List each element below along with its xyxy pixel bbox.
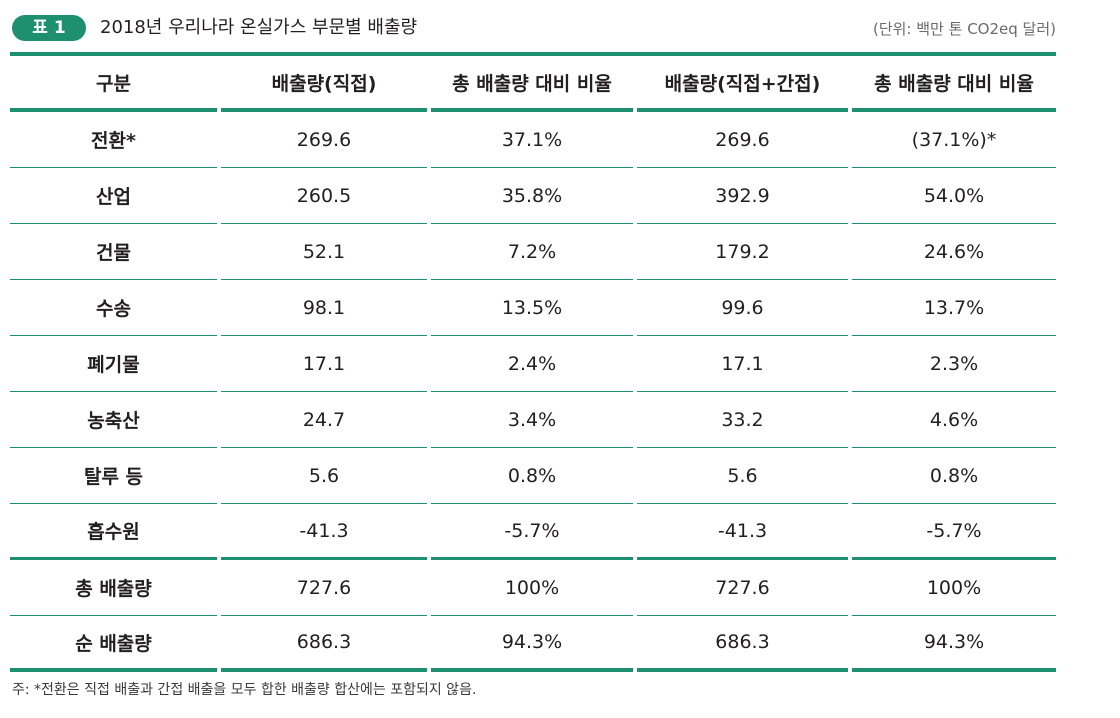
- row-label: 총 배출량: [10, 560, 217, 616]
- table-row: 탈루 등 5.6 0.8% 5.6 0.8%: [10, 448, 1056, 504]
- table-cell: (37.1%)*: [852, 112, 1056, 168]
- row-label: 폐기물: [10, 336, 217, 392]
- table-cell: 0.8%: [852, 448, 1056, 504]
- row-label: 순 배출량: [10, 616, 217, 672]
- emissions-table: 구분 배출량(직접) 총 배출량 대비 비율 배출량(직접+간접) 총 배출량 …: [10, 52, 1056, 672]
- column-header-direct-ratio: 총 배출량 대비 비율: [431, 56, 633, 112]
- table-cell: 17.1: [637, 336, 848, 392]
- table-row: 산업 260.5 35.8% 392.9 54.0%: [10, 168, 1056, 224]
- column-header-direct-emissions: 배출량(직접): [221, 56, 427, 112]
- row-label: 흡수원: [10, 504, 217, 560]
- table-cell: 24.6%: [852, 224, 1056, 280]
- table-caption: 표 1 2018년 우리나라 온실가스 부문별 배출량 (단위: 백만 톤 CO…: [12, 14, 1056, 44]
- table-title: 2018년 우리나라 온실가스 부문별 배출량: [100, 17, 418, 38]
- column-header-total-ratio: 총 배출량 대비 비율: [852, 56, 1056, 112]
- table-cell: 686.3: [637, 616, 848, 672]
- table-cell: 98.1: [221, 280, 427, 336]
- table-cell: 17.1: [221, 336, 427, 392]
- table-row-total: 총 배출량 727.6 100% 727.6 100%: [10, 560, 1056, 616]
- column-header-total-emissions: 배출량(직접+간접): [637, 56, 848, 112]
- row-label: 수송: [10, 280, 217, 336]
- table-cell: 13.7%: [852, 280, 1056, 336]
- table-cell: 179.2: [637, 224, 848, 280]
- table-row: 건물 52.1 7.2% 179.2 24.6%: [10, 224, 1056, 280]
- table-cell: 2.4%: [431, 336, 633, 392]
- table-cell: 5.6: [221, 448, 427, 504]
- table-cell: -5.7%: [852, 504, 1056, 560]
- table-row: 수송 98.1 13.5% 99.6 13.7%: [10, 280, 1056, 336]
- table-cell: -41.3: [221, 504, 427, 560]
- table-cell: 3.4%: [431, 392, 633, 448]
- table-cell: 99.6: [637, 280, 848, 336]
- table-cell: 269.6: [221, 112, 427, 168]
- table-cell: 727.6: [221, 560, 427, 616]
- column-header-category: 구분: [10, 56, 217, 112]
- table-row-net: 순 배출량 686.3 94.3% 686.3 94.3%: [10, 616, 1056, 672]
- table-cell: 33.2: [637, 392, 848, 448]
- table-row: 폐기물 17.1 2.4% 17.1 2.3%: [10, 336, 1056, 392]
- row-label: 산업: [10, 168, 217, 224]
- table-cell: 727.6: [637, 560, 848, 616]
- table-cell: 13.5%: [431, 280, 633, 336]
- row-label: 탈루 등: [10, 448, 217, 504]
- table-cell: 4.6%: [852, 392, 1056, 448]
- table-cell: 686.3: [221, 616, 427, 672]
- table-cell: 94.3%: [431, 616, 633, 672]
- table-cell: -5.7%: [431, 504, 633, 560]
- table-cell: 24.7: [221, 392, 427, 448]
- footnote: 주: *전환은 직접 배출과 간접 배출을 모두 합한 배출량 합산에는 포함되…: [12, 682, 477, 698]
- table-row: 전환* 269.6 37.1% 269.6 (37.1%)*: [10, 112, 1056, 168]
- table-cell: 5.6: [637, 448, 848, 504]
- table-cell: 100%: [852, 560, 1056, 616]
- table-cell: 0.8%: [431, 448, 633, 504]
- table-cell: 392.9: [637, 168, 848, 224]
- row-label: 건물: [10, 224, 217, 280]
- table-cell: 260.5: [221, 168, 427, 224]
- table-cell: 100%: [431, 560, 633, 616]
- table-cell: 35.8%: [431, 168, 633, 224]
- table-cell: 37.1%: [431, 112, 633, 168]
- table-number-badge: 표 1: [12, 15, 86, 41]
- row-label: 농축산: [10, 392, 217, 448]
- table-row: 농축산 24.7 3.4% 33.2 4.6%: [10, 392, 1056, 448]
- table-cell: 52.1: [221, 224, 427, 280]
- table-cell: 54.0%: [852, 168, 1056, 224]
- table-row: 흡수원 -41.3 -5.7% -41.3 -5.7%: [10, 504, 1056, 560]
- table-cell: 2.3%: [852, 336, 1056, 392]
- table-cell: -41.3: [637, 504, 848, 560]
- table-header-row: 구분 배출량(직접) 총 배출량 대비 비율 배출량(직접+간접) 총 배출량 …: [10, 56, 1056, 112]
- table-cell: 94.3%: [852, 616, 1056, 672]
- row-label: 전환*: [10, 112, 217, 168]
- table-cell: 7.2%: [431, 224, 633, 280]
- unit-label: (단위: 백만 톤 CO2eq 달러): [872, 20, 1056, 38]
- table-cell: 269.6: [637, 112, 848, 168]
